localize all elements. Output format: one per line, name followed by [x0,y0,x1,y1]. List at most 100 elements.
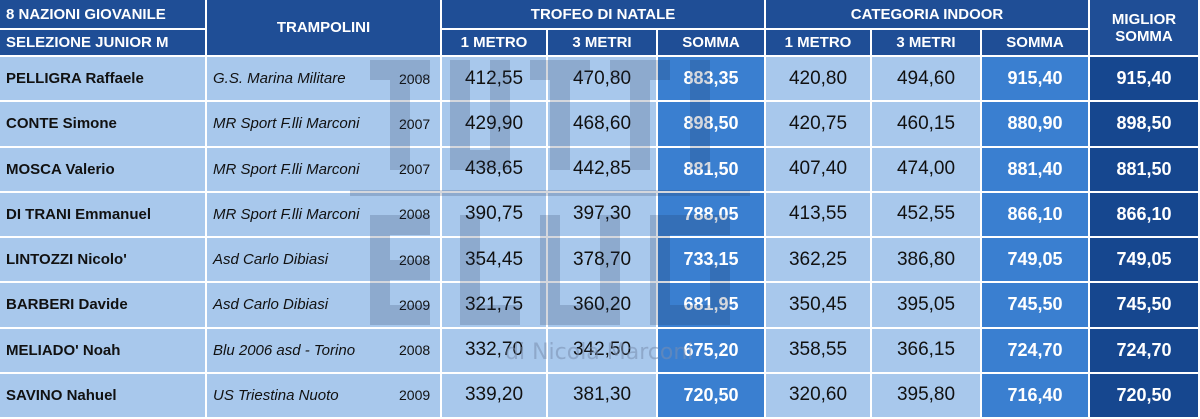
indoor-somma: 880,90 [982,102,1091,148]
natale-3m: 442,85 [548,147,659,193]
athlete-club: G.S. Marina Militare [207,57,397,103]
indoor-somma: 866,10 [982,192,1091,238]
indoor-somma-header: SOMMA [982,30,1091,57]
table-row: MOSCA Valerio MR Sport F.lli Marconi 200… [0,147,1200,193]
natale-somma: 733,15 [658,238,767,284]
natale-3m: 381,30 [548,373,659,419]
selection-title: SELEZIONE JUNIOR M [0,30,207,57]
miglior-somma-line1: MIGLIOR [1111,10,1177,28]
competition-title: 8 NAZIONI GIOVANILE [0,0,207,30]
indoor-somma: 745,50 [982,283,1091,329]
table-row: BARBERI Davide Asd Carlo Dibiasi 2009 32… [0,283,1200,329]
athlete-club: MR Sport F.lli Marconi [207,102,397,148]
miglior-somma: 898,50 [1090,102,1200,148]
miglior-somma: 749,05 [1090,238,1200,284]
natale-1m: 438,65 [442,147,549,193]
athlete-club: MR Sport F.lli Marconi [207,192,397,238]
natale-somma: 898,50 [658,102,767,148]
athlete-club: MR Sport F.lli Marconi [207,147,397,193]
natale-1m: 412,55 [442,57,549,103]
athlete-name: LINTOZZI Nicolo' [0,238,207,284]
natale-3m: 360,20 [548,283,659,329]
athlete-club: Blu 2006 asd - Torino [207,328,397,374]
natale-1m: 429,90 [442,102,549,148]
indoor-3m: 474,00 [872,147,983,193]
natale-1m: 332,70 [442,328,549,374]
table-row: CONTE Simone MR Sport F.lli Marconi 2007… [0,102,1200,148]
athlete-name: CONTE Simone [0,102,207,148]
natale-somma: 788,05 [658,192,767,238]
indoor-3m: 366,15 [872,328,983,374]
natale-3m: 470,80 [548,57,659,103]
athlete-year: 2007 [397,147,443,193]
athlete-year: 2009 [397,283,443,329]
indoor-1m-header: 1 METRO [766,30,873,57]
miglior-somma: 915,40 [1090,57,1200,103]
natale-3m: 378,70 [548,238,659,284]
athlete-name: MOSCA Valerio [0,147,207,193]
athlete-name: MELIADO' Noah [0,328,207,374]
indoor-somma: 724,70 [982,328,1091,374]
indoor-3m: 460,15 [872,102,983,148]
table-row: SAVINO Nahuel US Triestina Nuoto 2009 33… [0,373,1200,419]
indoor-somma: 915,40 [982,57,1091,103]
natale-somma: 681,95 [658,283,767,329]
table-row: PELLIGRA Raffaele G.S. Marina Militare 2… [0,57,1200,103]
miglior-somma-header: MIGLIOR SOMMA [1090,0,1200,57]
table-row: DI TRANI Emmanuel MR Sport F.lli Marconi… [0,192,1200,238]
miglior-somma: 866,10 [1090,192,1200,238]
athlete-year: 2008 [397,57,443,103]
athlete-year: 2009 [397,373,443,419]
natale-1m-header: 1 METRO [442,30,549,57]
athlete-year: 2008 [397,238,443,284]
natale-somma: 675,20 [658,328,767,374]
athlete-club: Asd Carlo Dibiasi [207,238,397,284]
natale-1m: 339,20 [442,373,549,419]
miglior-somma-line2: SOMMA [1115,27,1173,45]
miglior-somma: 720,50 [1090,373,1200,419]
miglior-somma: 881,50 [1090,147,1200,193]
indoor-1m: 420,80 [766,57,873,103]
indoor-3m: 494,60 [872,57,983,103]
natale-3m-header: 3 METRI [548,30,659,57]
indoor-3m: 386,80 [872,238,983,284]
athlete-name: SAVINO Nahuel [0,373,207,419]
natale-somma: 881,50 [658,147,767,193]
indoor-1m: 350,45 [766,283,873,329]
indoor-3m: 395,80 [872,373,983,419]
table-row: MELIADO' Noah Blu 2006 asd - Torino 2008… [0,328,1200,374]
indoor-1m: 358,55 [766,328,873,374]
natale-1m: 390,75 [442,192,549,238]
athlete-name: PELLIGRA Raffaele [0,57,207,103]
trampolini-header: TRAMPOLINI [207,0,443,57]
indoor-3m: 452,55 [872,192,983,238]
categoria-indoor-header: CATEGORIA INDOOR [766,0,1091,30]
trofeo-natale-header: TROFEO DI NATALE [442,0,767,30]
athlete-name: BARBERI Davide [0,283,207,329]
indoor-somma: 716,40 [982,373,1091,419]
athlete-name: DI TRANI Emmanuel [0,192,207,238]
athlete-year: 2007 [397,102,443,148]
natale-3m: 342,50 [548,328,659,374]
natale-3m: 397,30 [548,192,659,238]
miglior-somma: 724,70 [1090,328,1200,374]
natale-1m: 321,75 [442,283,549,329]
indoor-1m: 362,25 [766,238,873,284]
miglior-somma: 745,50 [1090,283,1200,329]
indoor-3m: 395,05 [872,283,983,329]
table-row: LINTOZZI Nicolo' Asd Carlo Dibiasi 2008 … [0,238,1200,284]
natale-somma-header: SOMMA [658,30,767,57]
indoor-1m: 420,75 [766,102,873,148]
indoor-3m-header: 3 METRI [872,30,983,57]
natale-1m: 354,45 [442,238,549,284]
natale-somma: 720,50 [658,373,767,419]
natale-somma: 883,35 [658,57,767,103]
indoor-1m: 413,55 [766,192,873,238]
indoor-1m: 320,60 [766,373,873,419]
athlete-club: Asd Carlo Dibiasi [207,283,397,329]
athlete-year: 2008 [397,328,443,374]
athlete-year: 2008 [397,192,443,238]
athlete-club: US Triestina Nuoto [207,373,397,419]
indoor-somma: 881,40 [982,147,1091,193]
